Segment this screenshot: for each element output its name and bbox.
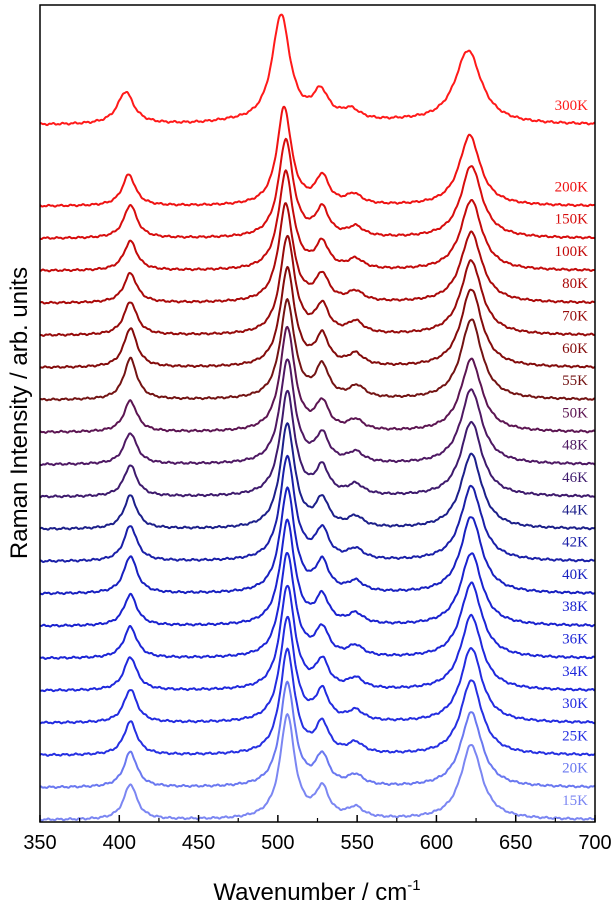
spectrum-trace-15K — [40, 713, 595, 822]
series-label-42K: 42K — [562, 535, 588, 551]
series-label-60K: 60K — [562, 341, 588, 357]
series-labels: 300K 200K 150K 100K 80K 70K 60K 55K 50K 48K 46K 44K… — [555, 98, 589, 809]
x-tick-label: 550 — [340, 832, 373, 854]
series-label-34K: 34K — [562, 664, 588, 680]
series-label-30K: 30K — [562, 696, 588, 712]
spectrum-trace-42K — [40, 454, 595, 564]
series-label-40K: 40K — [562, 567, 588, 583]
series-label-15K: 15K — [562, 793, 588, 809]
x-tick-label: 400 — [103, 832, 136, 854]
spectrum-trace-200K — [40, 105, 595, 208]
series-label-80K: 80K — [562, 276, 588, 292]
series-label-300K: 300K — [555, 98, 589, 114]
y-axis-title: Raman Intensity / arb. units — [6, 267, 33, 559]
x-tick-label: 450 — [182, 832, 215, 854]
series-label-70K: 70K — [562, 309, 588, 325]
spectrum-trace-46K — [40, 389, 595, 499]
x-tick-label: 350 — [23, 832, 56, 854]
series-label-55K: 55K — [562, 373, 588, 389]
spectrum-trace-44K — [40, 422, 595, 531]
spectrum-trace-34K — [40, 584, 595, 693]
spectra-traces — [40, 13, 595, 822]
series-label-48K: 48K — [562, 438, 588, 454]
spectrum-trace-60K — [40, 265, 595, 370]
spectrum-trace-30K — [40, 615, 595, 725]
spectrum-trace-50K — [40, 325, 595, 434]
spectrum-trace-20K — [40, 680, 595, 790]
spectrum-trace-150K — [40, 137, 595, 241]
spectrum-trace-70K — [40, 234, 595, 337]
spectrum-trace-48K — [40, 358, 595, 467]
x-axis-title-superscript: -1 — [407, 877, 420, 894]
x-tick-label: 700 — [578, 832, 611, 854]
x-tick-label: 500 — [261, 832, 294, 854]
spectrum-trace-100K — [40, 169, 595, 273]
x-axis-ticks: 350 400 450 500 550 600 650 700 — [23, 815, 612, 854]
spectrum-trace-300K — [40, 13, 595, 127]
series-label-150K: 150K — [555, 212, 589, 228]
x-axis-title: Wavenumber / cm-1 — [213, 877, 420, 906]
x-tick-label: 650 — [499, 832, 532, 854]
spectrum-trace-55K — [40, 298, 595, 402]
series-label-44K: 44K — [562, 502, 588, 518]
series-label-46K: 46K — [562, 470, 588, 486]
spectrum-trace-36K — [40, 551, 595, 660]
series-label-100K: 100K — [555, 244, 589, 260]
series-label-38K: 38K — [562, 599, 588, 615]
spectrum-trace-40K — [40, 486, 595, 596]
spectrum-trace-38K — [40, 518, 595, 628]
series-label-200K: 200K — [555, 179, 589, 195]
spectrum-trace-80K — [40, 202, 595, 305]
spectrum-trace-25K — [40, 647, 595, 757]
series-label-50K: 50K — [562, 405, 588, 421]
series-label-25K: 25K — [562, 728, 588, 744]
x-tick-label: 600 — [420, 832, 453, 854]
series-label-36K: 36K — [562, 632, 588, 648]
series-label-20K: 20K — [562, 761, 588, 777]
